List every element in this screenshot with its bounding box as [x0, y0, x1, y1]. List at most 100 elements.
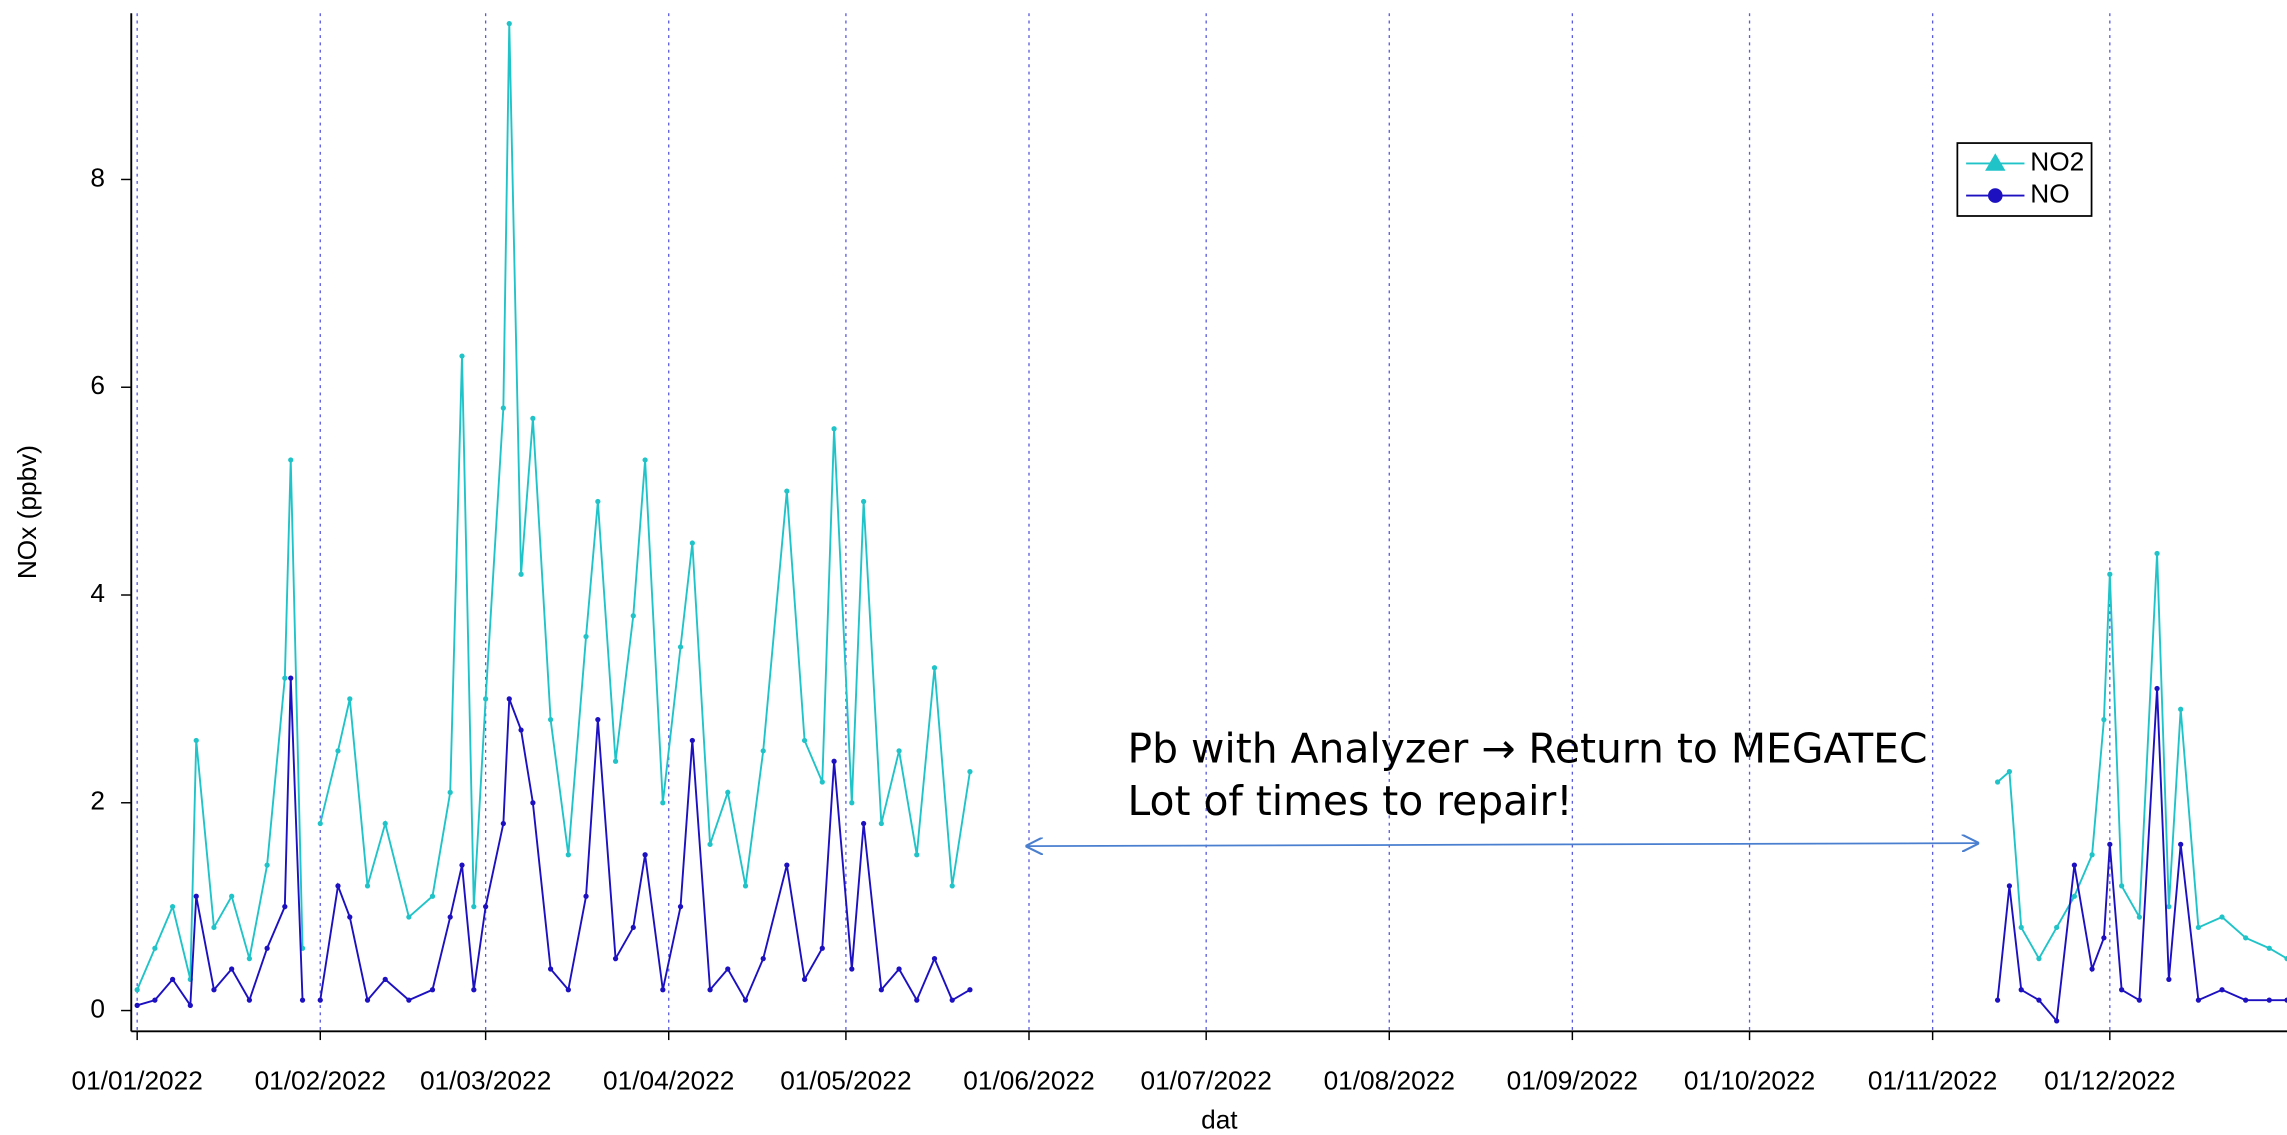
plot-area [134, 21, 2287, 1024]
data-point [725, 789, 731, 796]
data-point [506, 696, 512, 702]
data-point [849, 966, 855, 972]
data-point [429, 893, 436, 899]
data-point [347, 914, 353, 920]
y-tick-label: 4 [90, 578, 105, 608]
data-point [1994, 997, 2001, 1003]
data-point [169, 904, 176, 910]
data-point [2166, 904, 2172, 910]
data-point [335, 883, 341, 889]
data-point [565, 987, 571, 993]
data-point [2119, 883, 2125, 889]
data-point [459, 862, 465, 868]
y-axis-label: NOx (ppbv) [12, 445, 42, 579]
grid: 01/01/2022 01/02/2022 01/03/2022 01/04/2022… [71, 13, 2176, 1095]
data-point [229, 893, 235, 899]
data-point [152, 945, 158, 951]
data-point [861, 498, 867, 505]
data-point [896, 748, 902, 754]
data-point [2284, 955, 2287, 962]
data-point [2195, 997, 2202, 1003]
data-point [264, 862, 270, 868]
data-point [949, 883, 955, 889]
data-point [193, 737, 199, 744]
data-point [246, 997, 253, 1003]
data-point [547, 717, 554, 723]
annotation: Pb with Analyzer → Return to MEGATEC [1127, 724, 1927, 772]
x-tick-label: 01/06/2022 [963, 1065, 1094, 1095]
data-point [2219, 914, 2225, 920]
data-point [801, 976, 808, 983]
legend-label: NO [2030, 179, 2069, 209]
data-point [2243, 997, 2249, 1003]
data-point [2071, 893, 2078, 899]
data-point [1994, 779, 2001, 785]
data-point [707, 841, 713, 847]
data-point [689, 737, 695, 744]
data-point [2054, 1018, 2060, 1024]
data-point [2219, 987, 2225, 993]
data-point [187, 1002, 193, 1008]
data-point [2107, 841, 2113, 847]
data-point [595, 498, 601, 505]
data-point [211, 987, 217, 993]
data-point [967, 987, 973, 993]
data-point [2154, 685, 2160, 692]
data-point [364, 883, 371, 889]
x-tick-label: 01/10/2022 [1684, 1065, 1815, 1095]
data-point [707, 987, 713, 993]
data-point [760, 955, 766, 962]
x-tick-label: 01/01/2022 [71, 1065, 202, 1095]
data-point [347, 696, 353, 702]
data-point [500, 405, 506, 411]
x-tick-label: 01/02/2022 [255, 1065, 386, 1095]
data-point [134, 1002, 140, 1008]
data-point [530, 800, 536, 806]
data-point [282, 904, 288, 910]
data-point [583, 633, 589, 640]
data-point [2266, 997, 2272, 1003]
data-point [382, 820, 388, 827]
data-point [2101, 935, 2107, 941]
data-point [2136, 914, 2142, 920]
data-point [583, 893, 589, 899]
data-point [429, 987, 436, 993]
data-point [2178, 841, 2184, 847]
x-tick-label: 01/04/2022 [603, 1065, 734, 1095]
x-tick-label: 01/11/2022 [1868, 1065, 1997, 1095]
x-tick-label: 01/12/2022 [2044, 1065, 2175, 1095]
data-point [861, 820, 867, 827]
data-point [288, 457, 294, 463]
data-point [784, 862, 790, 868]
legend-marker [1987, 188, 2003, 203]
data-point [282, 675, 288, 681]
data-point [595, 717, 601, 723]
data-point [447, 789, 453, 796]
data-point [2089, 852, 2095, 858]
data-point [760, 748, 766, 754]
data-point [2036, 955, 2042, 962]
data-point [2154, 550, 2160, 557]
legend-box [1956, 142, 2093, 217]
x-tick-label: 01/05/2022 [780, 1065, 911, 1095]
data-point [382, 976, 388, 983]
data-point [2119, 987, 2125, 993]
data-point [801, 737, 808, 744]
data-point [689, 540, 695, 546]
data-point [2243, 935, 2249, 941]
data-point [931, 665, 938, 671]
data-point [2266, 945, 2272, 951]
data-point [447, 914, 453, 920]
data-point [819, 779, 825, 785]
y-tick-label: 6 [90, 370, 105, 400]
data-point [2054, 924, 2060, 931]
data-point [471, 904, 477, 910]
data-point [500, 820, 506, 827]
data-point [2178, 706, 2184, 712]
data-point [530, 415, 536, 422]
data-point [630, 924, 636, 931]
data-point [483, 904, 489, 910]
data-point [677, 644, 684, 650]
y-tick-label: 0 [90, 993, 105, 1023]
x-tick-label: 01/07/2022 [1140, 1065, 1271, 1095]
